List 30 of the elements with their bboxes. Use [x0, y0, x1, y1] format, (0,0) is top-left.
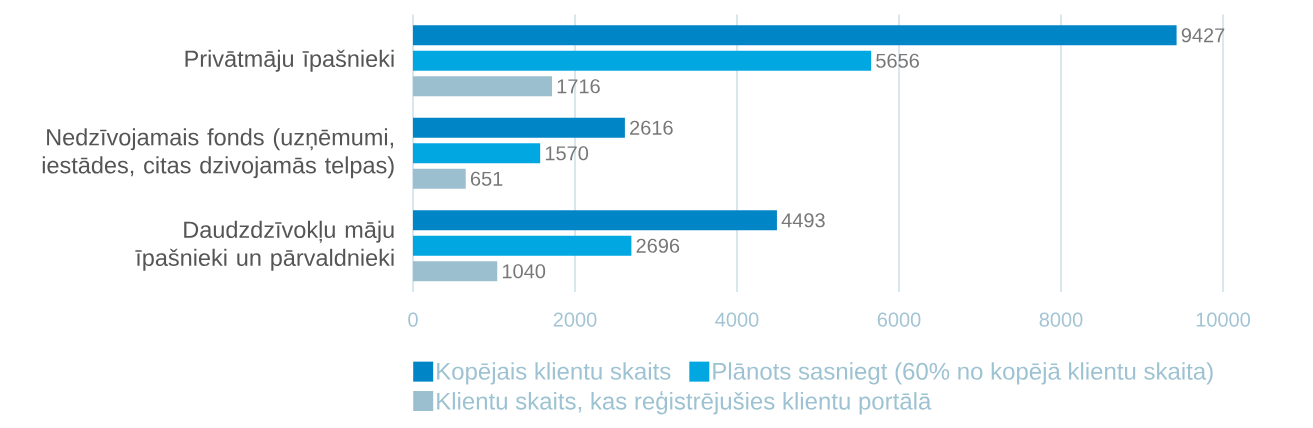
bar	[413, 210, 777, 231]
x-tick-label: 8000	[1039, 312, 1083, 327]
x-tick-label: 4000	[715, 312, 759, 327]
legend-label: Plānots sasniegt (60% no kopējā klientu skaita)	[713, 362, 1213, 385]
data-label: 4493	[781, 213, 825, 228]
legend-label: Kopējais klientu skaits	[437, 362, 671, 385]
bar	[413, 168, 466, 189]
bar	[413, 76, 552, 97]
data-label: 1040	[502, 264, 546, 279]
x-tick-label: 10000	[1196, 312, 1251, 327]
bar	[413, 25, 1177, 46]
data-label: 651	[470, 171, 503, 186]
y-tick-label: Nedzīvojamais fonds (uzņēmumi, iestādes, citas dzivojamās telpas)	[42, 128, 394, 179]
data-label: 5656	[876, 53, 919, 68]
x-tick-label: 6000	[877, 312, 921, 327]
data-label: 1570	[545, 146, 589, 161]
data-label: 1716	[557, 79, 600, 94]
data-label: 2696	[636, 238, 680, 253]
y-tick-label: Privātmāju īpašnieki	[185, 49, 394, 72]
bar	[413, 117, 625, 138]
data-label: 9427	[1181, 28, 1225, 43]
legend-label: Klientu skaits, kas reģistrējušies klientu portālā	[437, 391, 932, 415]
bar	[413, 50, 872, 71]
bar	[413, 143, 541, 164]
y-tick-label: Daudzdzīvokļu māju īpašnieki un pārvaldnieki	[135, 220, 394, 271]
bar	[413, 261, 498, 282]
bar	[413, 235, 632, 256]
data-label: 2616	[630, 120, 673, 135]
x-tick-label: 0	[408, 312, 418, 327]
x-tick-label: 2000	[553, 312, 597, 327]
